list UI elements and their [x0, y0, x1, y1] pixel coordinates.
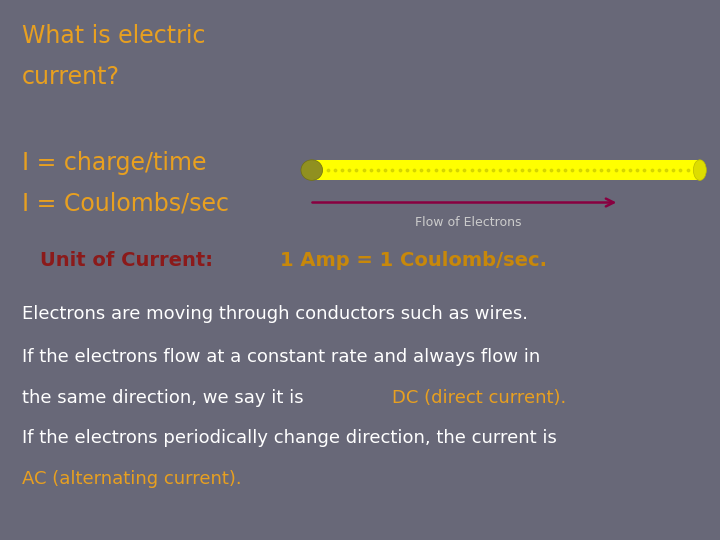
- Text: I = Coulombs/sec: I = Coulombs/sec: [22, 192, 229, 215]
- Text: DC (direct current).: DC (direct current).: [392, 389, 567, 407]
- Text: AC (alternating current).: AC (alternating current).: [22, 470, 241, 488]
- Text: Electrons are moving through conductors such as wires.: Electrons are moving through conductors …: [22, 305, 528, 323]
- Bar: [312, 160, 702, 180]
- Text: the same direction, we say it is: the same direction, we say it is: [22, 389, 309, 407]
- Text: current?: current?: [22, 65, 120, 89]
- Ellipse shape: [693, 160, 706, 180]
- Text: What is electric: What is electric: [22, 24, 205, 48]
- Text: If the electrons flow at a constant rate and always flow in: If the electrons flow at a constant rate…: [22, 348, 540, 366]
- Ellipse shape: [301, 160, 323, 180]
- Text: I = charge/time: I = charge/time: [22, 151, 206, 175]
- Text: 1 Amp = 1 Coulomb/sec.: 1 Amp = 1 Coulomb/sec.: [280, 251, 547, 270]
- Text: Unit of Current:: Unit of Current:: [40, 251, 226, 270]
- Text: Flow of Electrons: Flow of Electrons: [415, 216, 521, 229]
- Text: If the electrons periodically change direction, the current is: If the electrons periodically change dir…: [22, 429, 557, 447]
